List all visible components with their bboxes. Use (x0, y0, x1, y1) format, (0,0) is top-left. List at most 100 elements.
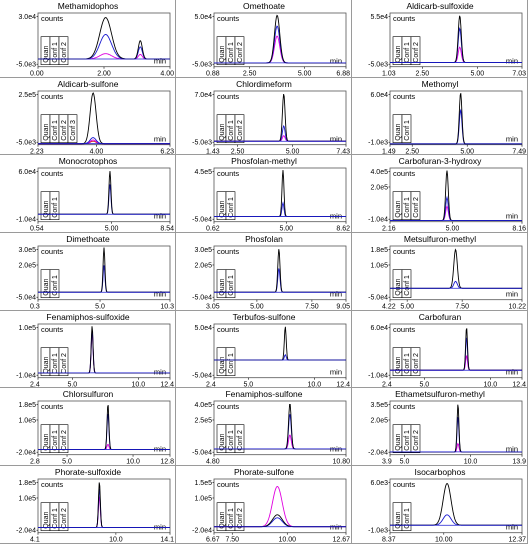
legend: Quan Conf 1 Conf 2 (216, 502, 245, 532)
y-tick-label: 3.0e5 (18, 247, 36, 254)
plot-frame (37, 167, 171, 223)
chromatogram-svg: Phosfolan-methyl 4.5e5 -5.0e4 0.62 5.00 8.62 c… (192, 156, 350, 233)
chromatogram-svg: Aldicarb-sulfoxide 5.5e4 -5.0e3 1.03 2.50 5.0… (368, 1, 526, 77)
x-tick-label: 10.00 (278, 537, 296, 544)
chart-title: Terbufos-sulfone (233, 312, 296, 322)
chromatogram-svg: Terbufos-sulfone 5.0e4 -5.0e4 2.4 5.0 10.0 12.… (192, 312, 350, 388)
legend-entry: Quan (219, 45, 226, 62)
chromatogram-svg: Carbofuran 6.0e4 -1.0e4 2.4 5.0 10.0 12.4 count… (368, 312, 526, 388)
chart-title: Carbofuran-3-hydroxy (399, 156, 482, 166)
x-tick-label: 5.0 (243, 381, 253, 388)
min-label: min (330, 134, 342, 143)
y-tick-label: 5.0e4 (194, 325, 212, 332)
x-tick-label: 4.22 (382, 304, 396, 311)
chart-title: Chlorsulfuron (63, 389, 114, 399)
y-tick-label: 2.0e5 (370, 418, 388, 425)
legend-entry: Quan (43, 434, 50, 451)
legend-entry: Quan (43, 512, 50, 529)
legend-box (58, 347, 69, 376)
counts-label: counts (217, 480, 239, 489)
x-tick-label: 4.00 (160, 71, 174, 78)
y-tick-label: 2.0e5 (370, 185, 388, 192)
legend-box (410, 191, 421, 221)
y-tick-label: -1.0e4 (16, 217, 36, 224)
chromatogram-panel: Phorate-sulfoxide 1.8e5 1.0e5 -2.0e4 4.1 10.0… (0, 466, 176, 544)
x-tick-label: 2.00 (97, 71, 111, 78)
legend: Quan Conf 1 Conf 2 (216, 36, 245, 66)
plot-frame (37, 245, 171, 301)
chromatogram-panel: Phorate-sulfone 1.5e5 1.0e5 -2.0e4 6.67 7.50 1… (176, 466, 352, 544)
legend: Quan Conf 1 Conf 2 (392, 36, 421, 66)
legend-box (410, 347, 421, 376)
legend-box (234, 114, 245, 143)
y-tick-label: 1.0e5 (194, 496, 212, 503)
counts-label: counts (41, 480, 63, 489)
min-label: min (154, 57, 166, 66)
y-tick-label: -2.0e4 (16, 450, 36, 457)
counts-label: counts (393, 325, 415, 334)
counts-label: counts (393, 402, 415, 411)
y-tick-label: 2.0e5 (18, 263, 36, 270)
x-tick-label: 5.0 (95, 304, 105, 311)
x-tick-label: 2.50 (231, 148, 245, 155)
x-tick-label: 7.50 (225, 537, 239, 544)
y-tick-label: 7.0e4 (194, 92, 212, 99)
x-tick-label: 10.3 (160, 304, 174, 311)
x-tick-label: 5.0 (67, 381, 77, 388)
x-tick-label: 5.00 (460, 148, 474, 155)
chromatogram-panel: Methomyl 6.0e4 -1.0e3 1.49 2.50 5.00 7.49 count… (352, 77, 528, 156)
legend-box (410, 36, 421, 66)
legend-entry: Conf 2 (61, 120, 68, 141)
y-tick-label: -1.0e4 (368, 217, 388, 224)
x-tick-label: 8.16 (512, 226, 526, 233)
y-tick-label: 6.0e4 (370, 325, 388, 332)
chart-title: Ethametsulfuron-methyl (395, 389, 485, 399)
x-tick-label: 8.54 (160, 226, 174, 233)
x-tick-label: 5.0 (400, 459, 410, 466)
legend: Quan Conf 1 Conf 2 (40, 347, 69, 376)
y-tick-label: -5.0e4 (192, 372, 212, 379)
legend-entry: Conf 2 (237, 430, 244, 451)
x-tick-label: 12.4 (336, 381, 350, 388)
legend: Quan Conf 1 (216, 347, 236, 376)
legend-entry: Conf 2 (237, 508, 244, 529)
chromatogram-svg: Methomyl 6.0e4 -1.0e3 1.49 2.50 5.00 7.49 count… (368, 79, 526, 155)
y-tick-label: 2.0e5 (194, 263, 212, 270)
y-tick-label: 1.0e5 (18, 496, 36, 503)
legend-entry: Quan (219, 201, 226, 218)
y-tick-label: -5.0e3 (192, 139, 212, 146)
y-tick-label: 5.0e4 (194, 14, 212, 21)
legend-box (410, 424, 421, 454)
legend-entry: Conf 2 (61, 508, 68, 529)
y-tick-label: 6.0e4 (18, 169, 36, 176)
chromatogram-panel: Dimethoate 3.0e5 2.0e5 -5.0e4 0.3 5.0 10.3 coun… (0, 233, 176, 311)
plot-frame (213, 323, 347, 378)
x-tick-label: 4.80 (206, 459, 220, 466)
chromatogram-svg: Chlordimeform 7.0e4 -5.0e3 1.43 2.50 5.00 7.43… (192, 79, 350, 155)
legend: Quan Conf 1 Conf 2 (216, 424, 245, 454)
chromatogram-panel: Phosfolan-methyl 4.5e5 -5.0e4 0.62 5.00 8.62 c… (176, 155, 352, 234)
counts-label: counts (393, 14, 415, 23)
chart-title: Metsulfuron-methyl (404, 234, 476, 244)
legend-entry: Conf 2 (413, 42, 420, 63)
legend-entry: Conf 1 (228, 197, 235, 218)
chart-title: Phosfolan-methyl (231, 156, 297, 166)
counts-label: counts (41, 14, 63, 23)
min-label: min (154, 367, 166, 376)
legend-box (58, 502, 69, 532)
chart-title: Fenamiphos-sulfoxide (46, 312, 129, 322)
y-tick-label: -5.0e4 (192, 295, 212, 302)
legend-box (401, 502, 412, 532)
x-tick-label: 8.62 (336, 226, 350, 233)
legend-entry: Conf 1 (404, 430, 411, 451)
legend-entry: Conf 1 (404, 275, 411, 296)
legend-entry: Quan (219, 279, 226, 296)
x-tick-label: 5.00 (446, 226, 460, 233)
legend-entry: Conf 1 (228, 508, 235, 529)
legend-entry: Quan (43, 201, 50, 218)
x-tick-label: 3.05 (206, 304, 220, 311)
x-tick-label: 4.00 (90, 148, 104, 155)
chart-title: Dimethoate (66, 234, 110, 244)
y-tick-label: 1.0e5 (18, 418, 36, 425)
legend-entry: Quan (395, 356, 402, 373)
